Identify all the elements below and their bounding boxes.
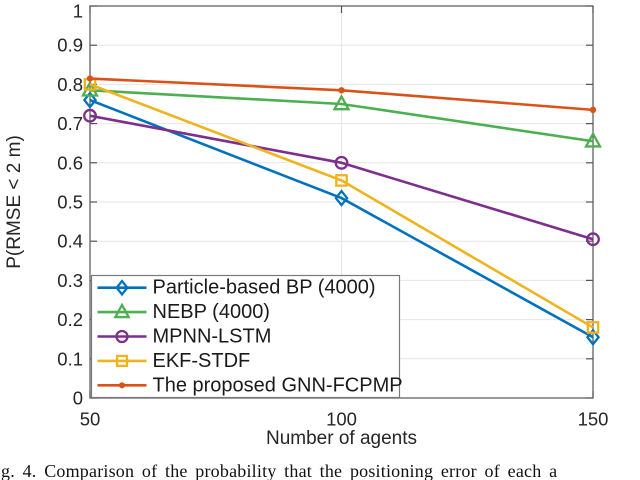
y-axis-label: P(RMSE < 2 m) [4,135,25,269]
legend-item-0: Particle-based BP (4000) [97,277,376,299]
legend-label: MPNN-LSTM [153,326,272,348]
y-tick-label: 0.8 [57,74,83,95]
triangle-marker-icon [332,94,351,111]
figure-caption: g. 4. Comparison of the probability that… [1,461,558,480]
circle-marker-icon [115,329,129,344]
series-2 [83,108,600,247]
diamond-marker-icon [334,189,349,207]
legend-label: Particle-based BP (4000) [153,277,376,299]
square-marker-icon [335,174,348,187]
circle-marker-icon [83,108,97,123]
diamond-marker-icon [115,279,129,297]
y-tick-label: 0.2 [57,309,83,330]
y-tick-label: 0.4 [57,231,83,252]
legend-item-3: EKF-STDF [97,350,251,372]
circle-marker-icon [334,155,349,170]
series-line-2 [89,114,594,241]
x-tick-label: 100 [326,409,357,430]
series-4 [86,75,597,114]
y-tick-label: 0.6 [57,152,83,173]
y-tick-label: 0.3 [57,270,83,291]
square-marker-icon [115,354,129,367]
legend-item-2: MPNN-LSTM [97,326,272,348]
dot-marker-icon [118,382,126,389]
y-tick-label: 0.7 [57,113,83,134]
legend-label: NEBP (4000) [153,301,270,323]
triangle-marker-icon [584,131,602,148]
legend: Particle-based BP (4000)NEBP (4000) MPNN-… [90,274,403,399]
y-tick-label: 0.5 [57,192,83,213]
series-line-3 [89,83,594,329]
dot-marker-icon [338,87,345,94]
x-tick-label: 50 [80,409,101,430]
legend-item-4: The proposed GNN-FCPMP [97,374,403,396]
dot-marker-icon [589,106,597,114]
x-axis-label: Number of agents [266,428,417,449]
square-marker-icon [586,321,600,334]
y-tick-label: 0.9 [57,35,83,56]
x-tick-label: 150 [578,409,609,430]
legend-item-1: NEBP (4000) [97,301,270,323]
y-tick-label: 0.1 [57,348,83,369]
series-line-1 [89,88,594,143]
y-tick-label: 1 [73,1,83,22]
triangle-marker-icon [113,302,131,319]
circle-marker-icon [586,232,600,247]
legend-label: The proposed GNN-FCPMP [153,374,403,396]
diamond-marker-icon [82,91,98,109]
y-tick-label: 0 [73,388,83,409]
diamond-marker-icon [585,328,601,347]
legend-label: EKF-STDF [153,350,251,372]
dot-marker-icon [86,75,94,82]
